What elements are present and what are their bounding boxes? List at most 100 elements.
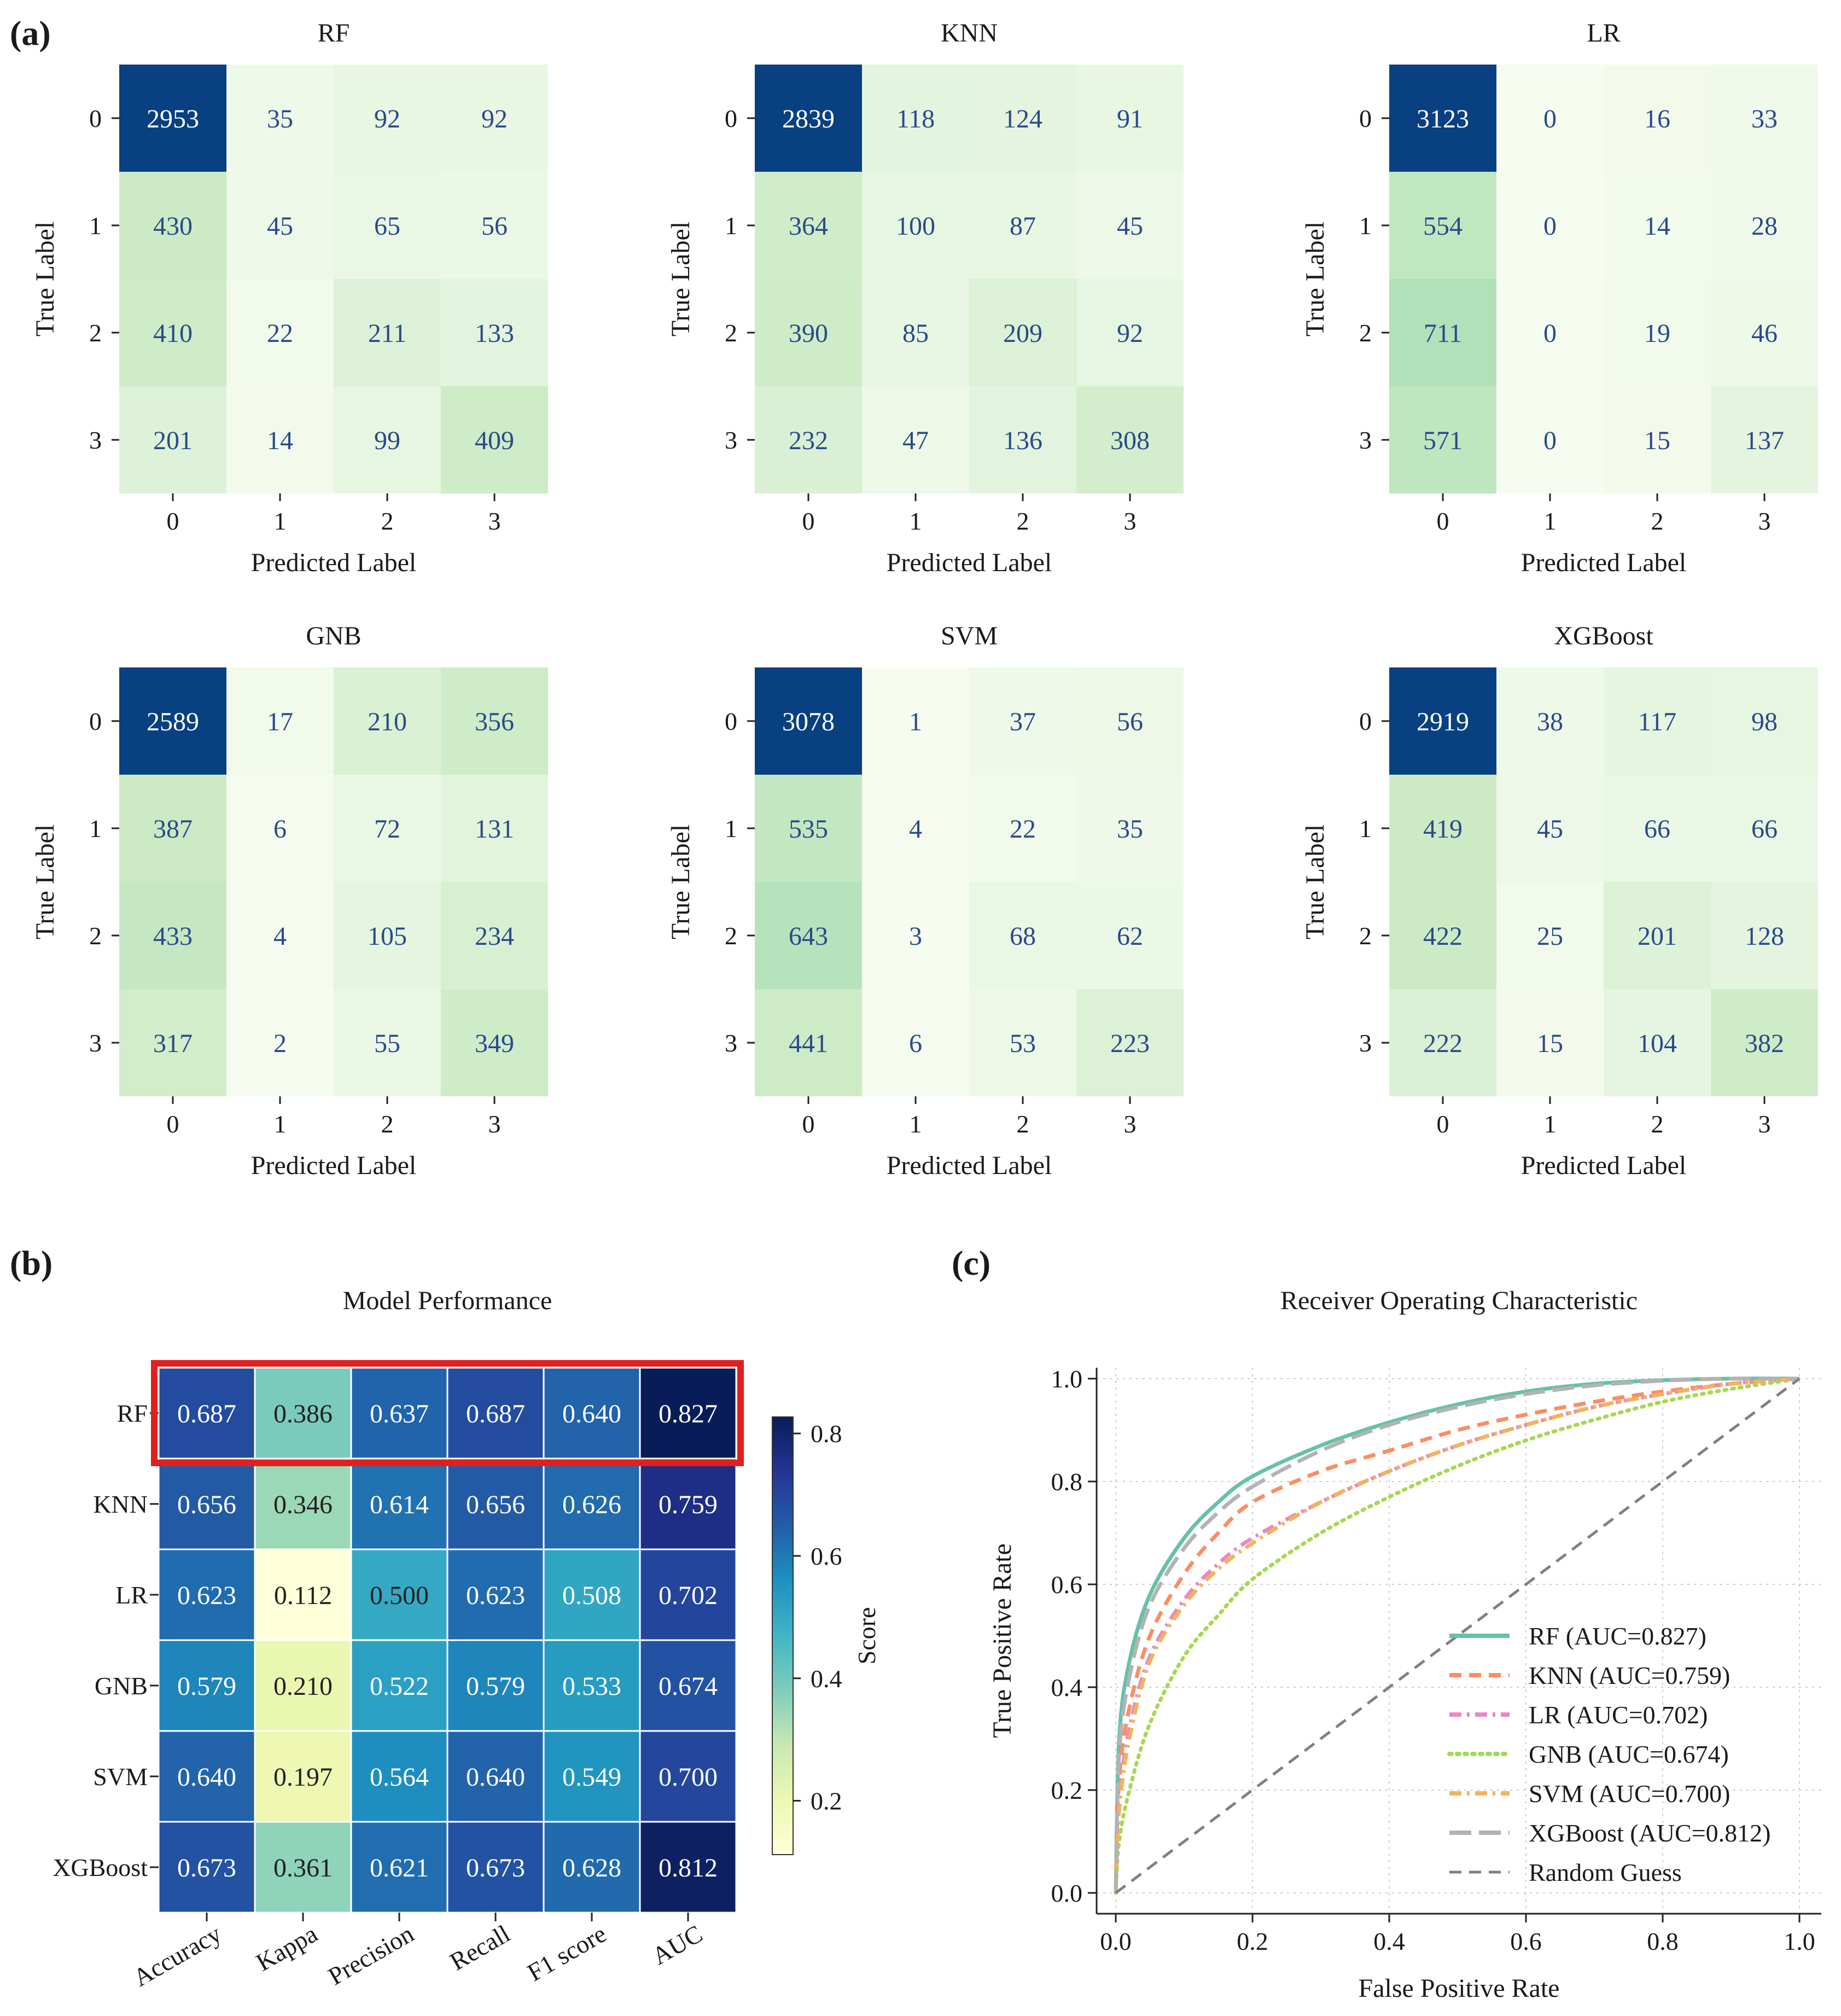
cm-cell-value: 131 <box>475 815 514 844</box>
perf-cell-value: 0.623 <box>466 1581 525 1610</box>
x-tick-label: 3 <box>1124 1110 1137 1138</box>
perf-cell <box>639 1548 737 1641</box>
cm-cell <box>755 279 862 386</box>
x-tick-label: 1 <box>1544 507 1557 535</box>
y-tick-label: 3 <box>725 1029 737 1057</box>
cm-cell <box>334 279 441 386</box>
row-label: SVM <box>93 1763 148 1791</box>
cm-cell-value: 711 <box>1424 319 1462 348</box>
perf-cell-value: 0.640 <box>466 1763 525 1792</box>
perf-cell-value: 0.386 <box>273 1399 333 1428</box>
x-axis-label: Predicted Label <box>887 1151 1052 1180</box>
perf-cell-value: 0.533 <box>562 1672 621 1701</box>
perf-cell-value: 0.112 <box>274 1581 332 1610</box>
cm-cell-value: 35 <box>267 104 293 133</box>
cm-cell <box>334 65 441 172</box>
cm-cell-value: 234 <box>475 922 514 951</box>
cm-cell <box>334 667 441 775</box>
cm-cell <box>226 386 334 493</box>
cm-cell <box>1711 172 1818 279</box>
y-tick-label: 3 <box>1359 426 1372 454</box>
perf-cell-value: 0.623 <box>177 1581 236 1610</box>
cm-cell <box>862 172 969 279</box>
x-tick-label: 0 <box>167 1110 179 1138</box>
cm-cell <box>1076 279 1184 386</box>
perf-cell-value: 0.626 <box>562 1490 621 1519</box>
cm-cell-value: 105 <box>368 922 407 951</box>
cm-cell <box>969 775 1076 882</box>
cm-cell <box>334 775 441 882</box>
roc-curve-knn <box>1114 1376 1800 1893</box>
cm-cell <box>1604 386 1711 493</box>
y-tick-label: 0 <box>89 707 102 735</box>
y-axis-label: True Label <box>31 222 60 336</box>
col-label: Accuracy <box>129 1919 226 1991</box>
cm-cell <box>969 65 1076 172</box>
cm-cell-value: 22 <box>267 319 293 348</box>
y-tick-label: 3 <box>725 426 737 454</box>
x-tick-label: 2 <box>381 507 394 535</box>
perf-cell <box>254 1457 352 1550</box>
perf-cell-value: 0.700 <box>659 1763 718 1792</box>
perf-cell <box>158 1457 256 1550</box>
cm-cell <box>226 172 334 279</box>
cm-cell-value: 211 <box>368 319 406 348</box>
y-tick-label: 0.0 <box>1051 1879 1083 1907</box>
cm-cell-value: 382 <box>1745 1029 1784 1058</box>
y-tick-label: 0.2 <box>1051 1776 1083 1804</box>
perf-cell-value: 0.579 <box>177 1672 236 1701</box>
cm-cell <box>862 386 969 493</box>
panel-label-c: (c) <box>952 1244 991 1282</box>
cm-cell <box>119 667 226 775</box>
x-tick-label: 2 <box>1651 1110 1664 1138</box>
perf-cell-value: 0.673 <box>466 1854 525 1883</box>
colorbar-tick-label: 0.6 <box>811 1542 842 1570</box>
legend-label: RF (AUC=0.827) <box>1529 1622 1706 1650</box>
cm-cell <box>1076 989 1184 1096</box>
cm-cell <box>969 279 1076 386</box>
y-tick-label: 3 <box>89 426 102 454</box>
y-tick-label: 0 <box>725 707 737 735</box>
colorbar-tick-label: 0.2 <box>811 1787 842 1815</box>
perf-cell <box>543 1639 641 1732</box>
legend-label: SVM (AUC=0.700) <box>1529 1780 1730 1808</box>
cm-cell <box>755 882 862 989</box>
cm-cell-value: 28 <box>1751 212 1778 241</box>
perf-cell-value: 0.687 <box>466 1399 525 1428</box>
y-tick-label: 3 <box>89 1029 102 1057</box>
perf-cell-value: 0.656 <box>177 1490 236 1519</box>
cm-cell <box>226 667 334 775</box>
cm-cell-value: 1 <box>909 707 922 736</box>
cm-cell-value: 92 <box>481 104 508 133</box>
perf-cell <box>350 1730 448 1823</box>
cm-cell <box>1076 775 1184 882</box>
cm-cell-value: 0 <box>1543 319 1557 348</box>
cm-cell-value: 0 <box>1543 426 1557 455</box>
cm-cell <box>226 65 334 172</box>
perf-cell-value: 0.656 <box>466 1490 525 1519</box>
cm-cell-value: 133 <box>475 319 514 348</box>
y-tick-label: 1 <box>725 815 737 843</box>
col-label: F1 score <box>522 1919 611 1986</box>
perf-cell-value: 0.579 <box>466 1672 525 1701</box>
y-axis-label: True Label <box>31 824 60 939</box>
colorbar-tick-label: 0.4 <box>811 1665 842 1693</box>
cm-cell <box>441 279 548 386</box>
y-tick-label: 1 <box>1359 212 1372 240</box>
cm-cell <box>1389 882 1496 989</box>
roc-curve-lr <box>1114 1376 1800 1893</box>
cm-cell <box>1604 775 1711 882</box>
y-tick-label: 2 <box>89 922 102 950</box>
cm-cell <box>1711 667 1818 775</box>
cm-cell-value: 422 <box>1423 922 1463 951</box>
cm-cell-value: 117 <box>1638 707 1676 736</box>
cm-cell-value: 98 <box>1751 707 1778 736</box>
x-tick-label: 1.0 <box>1784 1927 1815 1955</box>
legend-label: Random Guess <box>1529 1858 1682 1886</box>
cm-cell-value: 571 <box>1423 426 1463 455</box>
cm-cell <box>1389 775 1496 882</box>
